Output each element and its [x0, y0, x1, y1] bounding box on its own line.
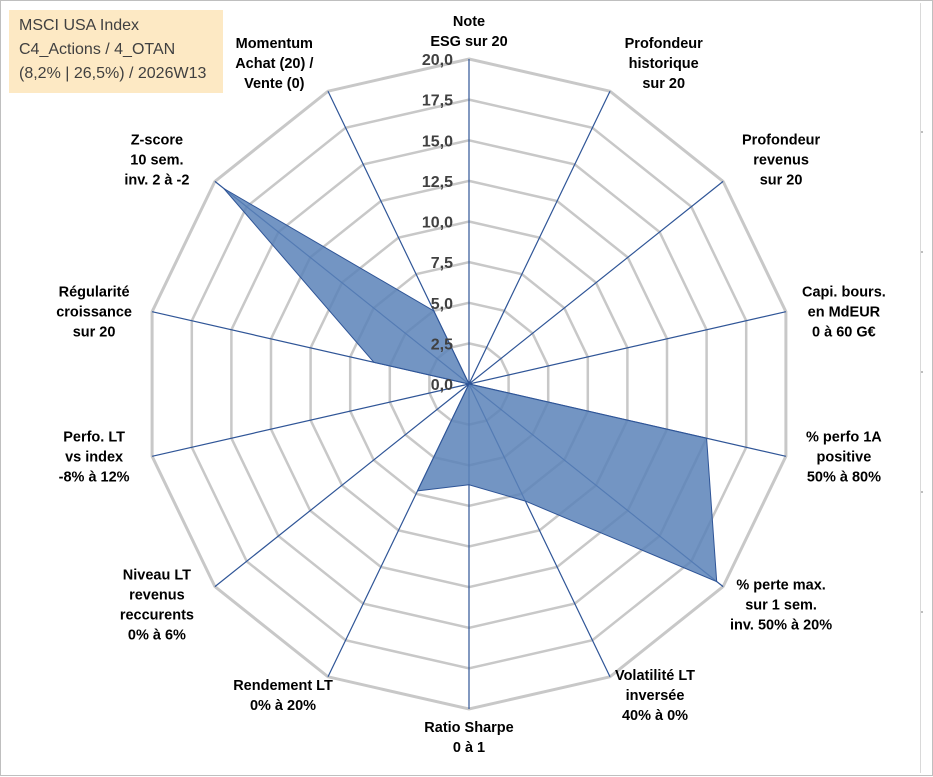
tick-label: 12,5 — [422, 174, 453, 191]
tick-label: 5,0 — [431, 296, 453, 313]
series-area — [224, 189, 717, 582]
info-index-name: MSCI USA Index — [19, 14, 223, 38]
divider-dot — [921, 251, 923, 253]
info-box: MSCI USA Index C4_Actions / 4_OTAN (8,2%… — [9, 10, 223, 93]
tick-label: 10,0 — [422, 215, 453, 232]
right-divider — [920, 3, 921, 773]
tick-label: 20,0 — [422, 52, 453, 69]
info-stats: (8,2% | 26,5%) / 2026W13 — [19, 62, 223, 86]
tick-label: 7,5 — [431, 255, 453, 272]
divider-dot — [921, 131, 923, 133]
axis-spoke — [469, 91, 610, 384]
tick-label: 0,0 — [431, 377, 453, 394]
axis-label: % perte max.sur 1 sem.inv. 50% à 20% — [730, 578, 832, 634]
divider-dot — [921, 491, 923, 493]
divider-dot — [921, 371, 923, 373]
radar-series-layer — [224, 188, 717, 581]
tick-label: 2,5 — [431, 336, 453, 353]
info-category: C4_Actions / 4_OTAN — [19, 38, 223, 62]
tick-label: 15,0 — [422, 133, 453, 150]
divider-dot — [921, 611, 923, 613]
tick-label: 17,5 — [422, 93, 453, 110]
